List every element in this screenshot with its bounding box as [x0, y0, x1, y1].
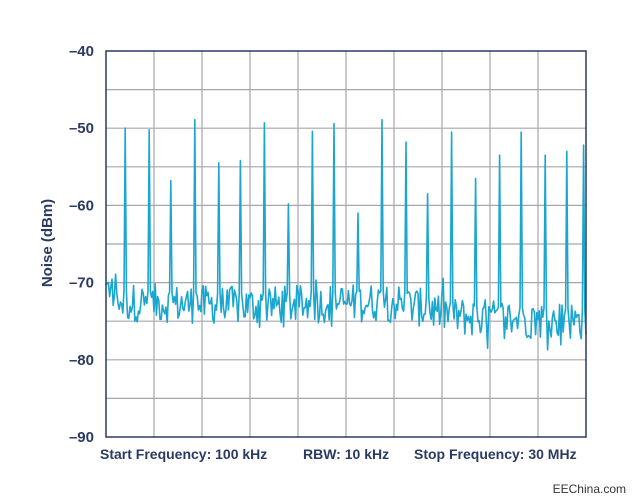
y-tick-label: –60	[69, 197, 94, 214]
y-tick-label: –70	[69, 275, 94, 292]
watermark-text: EEChina.com	[553, 482, 626, 496]
y-tick-label: –50	[69, 120, 94, 137]
footer-stop-frequency: Stop Frequency: 30 MHz	[414, 446, 577, 462]
y-tick-label: –40	[69, 43, 94, 60]
plot-frame	[105, 50, 587, 438]
noise-trace-line	[105, 118, 587, 351]
y-axis-label: Noise (dBm)	[39, 199, 56, 287]
y-tick-labels: –40 –50 –60 –70 –80 –90	[69, 43, 94, 446]
series-layer	[105, 118, 587, 351]
footer-rbw: RBW: 10 kHz	[303, 446, 389, 462]
y-tick-label: –80	[69, 352, 94, 369]
y-tick-label: –90	[69, 429, 94, 446]
footer-start-frequency: Start Frequency: 100 kHz	[100, 446, 267, 462]
grid	[106, 51, 586, 437]
